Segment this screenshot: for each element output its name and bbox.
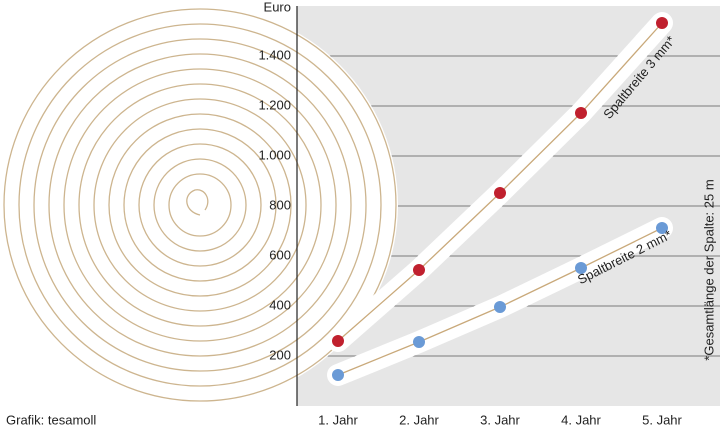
x-tick-label: 5. Jahr xyxy=(642,412,682,427)
y-tick-label: 800 xyxy=(269,197,291,212)
x-tick-label: 3. Jahr xyxy=(480,412,520,427)
data-point xyxy=(575,107,587,119)
data-point xyxy=(332,369,344,381)
spiral xyxy=(2,7,398,403)
footnote: *Gesamtlänge der Spalte: 25 m xyxy=(701,179,716,360)
data-point xyxy=(656,222,668,234)
y-tick-label: 1.200 xyxy=(258,97,291,112)
data-point xyxy=(494,301,506,313)
y-tick-label: 400 xyxy=(269,297,291,312)
y-tick-label: 600 xyxy=(269,247,291,262)
x-tick-label: 4. Jahr xyxy=(561,412,601,427)
data-point xyxy=(656,17,668,29)
data-point xyxy=(332,335,344,347)
x-tick-label: 2. Jahr xyxy=(399,412,439,427)
credit: Grafik: tesamoll xyxy=(6,412,96,427)
y-tick-label: 200 xyxy=(269,347,291,362)
y-tick-label: 1.000 xyxy=(258,147,291,162)
data-point xyxy=(575,262,587,274)
data-point xyxy=(494,187,506,199)
data-point xyxy=(413,336,425,348)
data-point xyxy=(413,264,425,276)
y-axis-label: Euro xyxy=(264,0,291,14)
x-tick-label: 1. Jahr xyxy=(318,412,358,427)
y-tick-label: 1.400 xyxy=(258,47,291,62)
